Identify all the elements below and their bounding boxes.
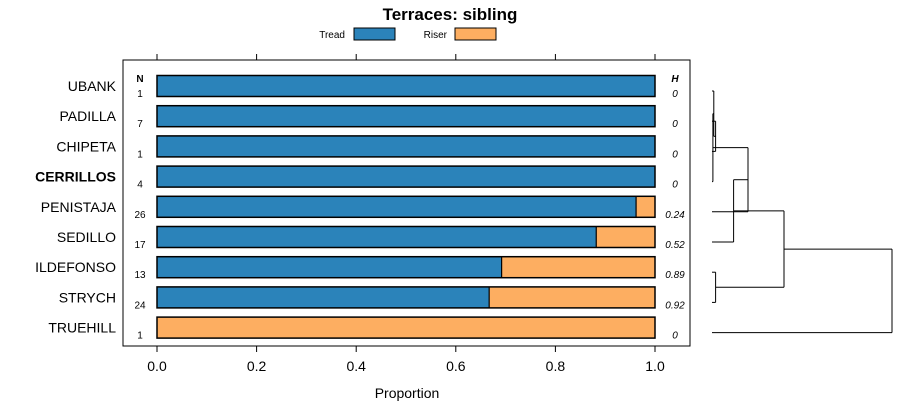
site-label: STRYCH: [59, 289, 116, 305]
bar-outline: [156, 225, 656, 249]
bar-tread-penistaja: [157, 196, 637, 218]
row-sedillo: SEDILLO 17 0.52: [57, 225, 685, 251]
bar-outline: [156, 255, 656, 279]
site-label: CHIPETA: [56, 138, 116, 154]
h-value: 0: [672, 89, 678, 100]
site-label: ILDEFONSO: [35, 259, 116, 275]
n-value: 4: [137, 180, 143, 191]
row-penistaja: PENISTAJA 26 0.24: [41, 195, 685, 221]
top-ticks: [156, 54, 656, 60]
x-tick-label: 0.0: [147, 358, 167, 374]
plot-frame: [122, 59, 691, 347]
bar-outline: [156, 135, 656, 158]
site-label: PADILLA: [59, 108, 116, 124]
bar-riser-sedillo: [596, 226, 655, 248]
legend-swatch-tread: [353, 27, 396, 41]
legend-label-tread: Tread: [319, 30, 345, 41]
x-tick-label: 0.2: [247, 358, 267, 374]
x-tick-label: 0.4: [346, 358, 366, 374]
x-tick-label: 0.8: [546, 358, 566, 374]
h-value: 0: [672, 331, 678, 342]
row-chipeta: CHIPETA 1 0: [56, 135, 678, 160]
n-value: 1: [137, 331, 143, 342]
row-padilla: PADILLA 7 0: [59, 104, 678, 130]
bar-tread-strych: [157, 286, 490, 308]
dendrogram: [712, 90, 893, 334]
h-value: 0: [672, 119, 678, 130]
site-label: PENISTAJA: [41, 199, 117, 215]
h-value: 0: [672, 149, 678, 160]
n-value: 7: [137, 119, 143, 130]
x-tick-label: 0.6: [446, 358, 466, 374]
n-value: 24: [134, 300, 146, 311]
n-value: 26: [134, 210, 146, 221]
bar-outline: [156, 316, 656, 339]
legend-label-riser: Riser: [424, 30, 448, 41]
h-value: 0.89: [665, 270, 685, 281]
bar-tread-padilla: [157, 105, 655, 127]
h-value: 0.52: [665, 240, 685, 251]
n-value: 13: [134, 270, 146, 281]
h-column-header: H: [671, 74, 679, 85]
n-column-header: N: [136, 74, 143, 85]
bottom-ticks: 0.0 0.2 0.4 0.6 0.8 1.0: [147, 346, 665, 374]
bar-riser-strych: [489, 286, 655, 308]
site-label: TRUEHILL: [48, 320, 116, 336]
site-label: UBANK: [68, 78, 117, 94]
row-ubank: UBANK 1 0: [68, 74, 678, 100]
site-label: SEDILLO: [57, 229, 116, 245]
bar-tread-chipeta: [157, 135, 655, 157]
chart-title: Terraces: sibling: [383, 5, 518, 24]
bar-outline: [156, 195, 656, 219]
bar-outline: [156, 104, 656, 128]
bar-tread-sedillo: [157, 226, 597, 248]
bar-tread-ildefonso: [157, 256, 502, 278]
bar-outline: [156, 165, 656, 188]
bar-outline: [156, 286, 656, 309]
row-ildefonso: ILDEFONSO 13 0.89: [35, 255, 685, 281]
bar-riser-ildefonso: [501, 256, 655, 278]
bar-outline: [156, 74, 656, 98]
site-label: CERRILLOS: [35, 169, 116, 185]
n-value: 1: [137, 89, 143, 100]
row-truehill: TRUEHILL 1 0: [48, 316, 678, 342]
x-tick-label: 1.0: [645, 358, 665, 374]
bar-tread-ubank: [157, 75, 655, 97]
h-value: 0.24: [665, 210, 685, 221]
h-value: 0: [672, 180, 678, 191]
h-value: 0.92: [665, 300, 685, 311]
n-value: 17: [134, 240, 146, 251]
legend: Tread Riser: [319, 27, 497, 41]
n-value: 1: [137, 149, 143, 160]
bar-riser-penistaja: [636, 196, 655, 218]
bar-tread-cerrillos: [157, 166, 655, 188]
row-strych: STRYCH 24 0.92: [59, 286, 685, 311]
bar-rows: UBANK 1 0 PADILLA 7 0 CHIPETA 1 0 CERRILLOS 4 0 PENI…: [35, 74, 685, 342]
x-axis-label: Proportion: [375, 385, 440, 401]
row-cerrillos: CERRILLOS 4 0: [35, 165, 678, 191]
legend-swatch-riser: [454, 27, 497, 41]
bar-riser-truehill: [157, 317, 655, 339]
